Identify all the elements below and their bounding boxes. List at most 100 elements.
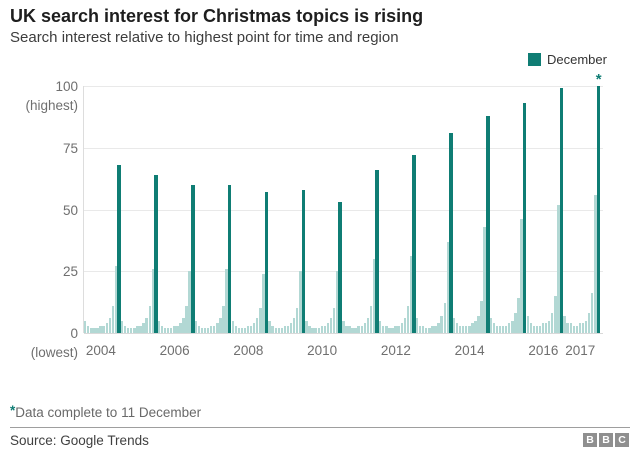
gridline-0 xyxy=(84,333,603,334)
month-bar-Sep-2009 xyxy=(292,318,296,333)
legend-december-label: December xyxy=(547,52,607,67)
month-bar-Nov-2004 xyxy=(114,266,118,333)
month-bar-May-2004 xyxy=(96,328,99,333)
month-bar-Apr-2015 xyxy=(498,325,502,333)
month-bar-Mar-2009 xyxy=(274,328,277,333)
month-bar-Feb-2007 xyxy=(197,325,201,333)
month-bar-Jun-2008 xyxy=(246,325,250,333)
month-bar-Oct-2011 xyxy=(369,305,373,333)
month-bar-Sep-2010 xyxy=(329,318,333,333)
month-bar-Jul-2004 xyxy=(102,325,105,333)
month-bar-Aug-2013 xyxy=(437,323,440,333)
month-bar-Sep-2008 xyxy=(256,318,259,333)
month-bar-Jan-2010 xyxy=(305,320,308,333)
footnote-asterisk: * xyxy=(10,403,16,418)
month-bar-Jul-2013 xyxy=(434,325,437,333)
month-bar-Aug-2014 xyxy=(474,320,477,333)
y-tick-label: 0 xyxy=(70,326,78,341)
month-bar-Mar-2004 xyxy=(90,328,93,333)
month-bar-Apr-2004 xyxy=(93,328,96,333)
source-label: Source: Google Trends xyxy=(10,433,149,448)
month-bar-Oct-2016 xyxy=(554,295,557,333)
month-bar-Jul-2017 xyxy=(581,323,585,333)
month-bar-Aug-2005 xyxy=(142,323,145,333)
y-axis-note: (lowest) xyxy=(30,345,78,360)
month-bar-Jul-2015 xyxy=(508,323,511,333)
month-bar-Jun-2006 xyxy=(173,325,176,333)
month-bar-Sep-2007 xyxy=(219,318,222,333)
page-title: UK search interest for Christmas topics … xyxy=(10,6,424,26)
month-bar-Nov-2016 xyxy=(557,204,560,333)
month-bar-Jun-2012 xyxy=(394,325,397,333)
month-bar-Jul-2009 xyxy=(286,325,290,333)
month-bar-Nov-2014 xyxy=(483,226,486,333)
month-bar-Mar-2015 xyxy=(495,325,499,333)
month-bar-Oct-2012 xyxy=(406,305,410,333)
month-bar-Nov-2017 xyxy=(594,194,597,333)
data-complete-asterisk: * xyxy=(595,71,602,88)
month-bar-Apr-2006 xyxy=(166,328,170,333)
month-bar-Jun-2007 xyxy=(209,325,213,333)
month-bar-May-2012 xyxy=(391,328,394,333)
month-bar-Feb-2006 xyxy=(160,325,164,333)
month-bar-Feb-2011 xyxy=(345,325,348,333)
month-bar-Jul-2007 xyxy=(213,325,216,333)
month-bar-Apr-2011 xyxy=(351,328,354,333)
month-bar-May-2013 xyxy=(428,328,431,333)
x-tick-label-2014: 2014 xyxy=(454,343,485,358)
month-bar-Jan-2017 xyxy=(563,315,566,333)
footnote: *Data complete to 11 December xyxy=(10,403,201,420)
december-bar-2009 xyxy=(301,189,306,333)
month-bar-Jun-2005 xyxy=(136,325,139,333)
month-bar-Aug-2010 xyxy=(326,323,330,333)
month-bar-Mar-2010 xyxy=(311,328,314,333)
month-bar-Jan-2009 xyxy=(268,320,271,333)
x-tick-label-2012: 2012 xyxy=(380,343,411,358)
month-bar-Aug-2017 xyxy=(584,320,588,333)
month-bar-Mar-2012 xyxy=(385,325,388,333)
december-bar-2004 xyxy=(117,165,121,333)
month-bar-Jan-2005 xyxy=(120,320,124,333)
legend-december-swatch xyxy=(528,53,541,66)
month-bar-Jun-2013 xyxy=(431,325,434,333)
x-tick-label-2008: 2008 xyxy=(233,343,264,358)
x-tick-label-2010: 2010 xyxy=(307,343,338,358)
month-bar-May-2008 xyxy=(243,328,247,333)
month-bar-Apr-2012 xyxy=(388,328,391,333)
month-bar-Apr-2013 xyxy=(425,328,428,333)
december-bar-2013 xyxy=(449,132,453,333)
bbc-logo-letter: C xyxy=(615,433,629,447)
month-bar-May-2017 xyxy=(575,325,579,333)
month-bar-Sep-2005 xyxy=(145,318,148,333)
month-bar-Feb-2008 xyxy=(234,325,237,333)
y-axis-note: (highest) xyxy=(25,98,78,113)
month-bar-May-2016 xyxy=(538,325,542,333)
month-bar-Feb-2016 xyxy=(529,323,532,333)
december-bar-2016 xyxy=(559,88,564,333)
month-bar-Feb-2005 xyxy=(123,325,127,333)
month-bar-Sep-2012 xyxy=(403,318,406,333)
month-bar-Oct-2007 xyxy=(222,305,225,333)
month-bar-Nov-2008 xyxy=(262,273,265,333)
december-bar-2015 xyxy=(522,103,527,333)
gridline-75 xyxy=(84,147,603,149)
month-bar-May-2010 xyxy=(317,328,320,333)
december-bar-2011 xyxy=(375,169,379,333)
month-bar-Feb-2009 xyxy=(271,325,274,333)
month-bar-Mar-2016 xyxy=(532,325,536,333)
month-bar-May-2011 xyxy=(354,328,357,333)
month-bar-Nov-2011 xyxy=(372,258,376,333)
month-bar-Sep-2004 xyxy=(108,318,111,333)
chart-subtitle: Search interest relative to highest poin… xyxy=(10,29,399,46)
gridline-25 xyxy=(84,271,603,273)
y-tick-label: 25 xyxy=(62,264,78,280)
month-bar-May-2006 xyxy=(170,328,173,333)
x-tick-label-2016: 2016 xyxy=(528,343,559,358)
december-bar-2007 xyxy=(227,184,232,333)
month-bar-Jul-2016 xyxy=(544,323,548,333)
month-bar-Oct-2013 xyxy=(443,303,446,333)
month-bar-Nov-2015 xyxy=(520,219,523,333)
month-bar-Feb-2017 xyxy=(566,323,569,333)
december-bar-2010 xyxy=(338,202,343,333)
month-bar-Aug-2007 xyxy=(216,323,219,333)
